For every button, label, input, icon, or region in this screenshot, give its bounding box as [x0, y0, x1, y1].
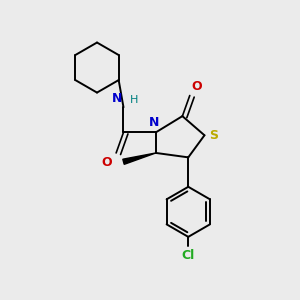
Polygon shape	[123, 153, 156, 164]
Text: O: O	[191, 80, 202, 93]
Text: N: N	[112, 92, 122, 105]
Text: Cl: Cl	[182, 249, 195, 262]
Text: H: H	[129, 95, 138, 105]
Text: N: N	[149, 116, 160, 129]
Text: S: S	[209, 129, 218, 142]
Text: O: O	[101, 156, 112, 169]
